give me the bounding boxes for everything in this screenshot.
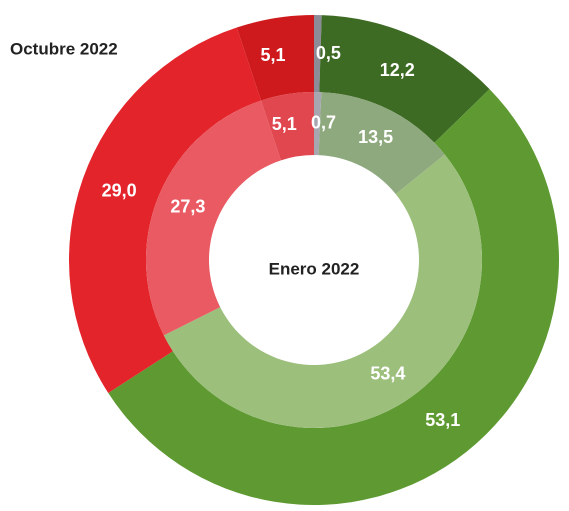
donut-slice [163, 154, 482, 428]
donut-slice [318, 92, 445, 195]
donut-slice [261, 92, 314, 161]
outer-ring-name: Octubre 2022 [10, 39, 118, 58]
donut-slice [236, 15, 314, 101]
donut-slice [69, 27, 262, 394]
inner-ring-name: Enero 2022 [269, 259, 360, 278]
data-label: 12,2 [380, 60, 415, 80]
data-label: 53,1 [425, 410, 460, 430]
data-label: 29,0 [102, 180, 137, 200]
data-label: 5,1 [261, 45, 286, 65]
data-label: 27,3 [170, 197, 205, 217]
data-label: 13,5 [358, 127, 393, 147]
donut-slice [108, 89, 559, 506]
donut-slice [319, 15, 490, 143]
data-label: 53,4 [370, 364, 405, 384]
donut-slice [314, 92, 322, 156]
donut-slice [314, 15, 322, 93]
data-label: 0,7 [311, 113, 336, 133]
donut-slice [146, 100, 281, 336]
data-label: 5,1 [272, 114, 297, 134]
data-label: 0,5 [316, 43, 341, 63]
